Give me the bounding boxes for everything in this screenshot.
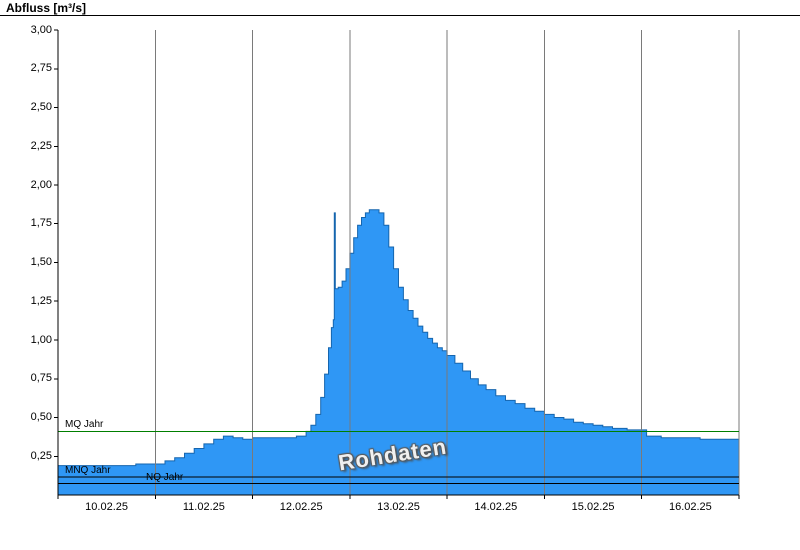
y-tick-label: 0,75 <box>30 372 52 385</box>
x-tick-label: 15.02.25 <box>571 501 615 513</box>
y-tick-label: 1,75 <box>30 217 52 230</box>
y-tick-label: 2,00 <box>30 178 52 191</box>
x-tick-label: 14.02.25 <box>474 501 518 513</box>
y-tick-label: 0,50 <box>30 411 52 423</box>
y-tick-label: 2,25 <box>30 139 52 152</box>
ref-label-mq-jahr: MQ Jahr <box>65 419 104 431</box>
ref-label-nq-jahr: NQ Jahr <box>146 472 184 484</box>
y-tick-label: 2,50 <box>30 101 52 113</box>
title-underline <box>0 15 800 16</box>
x-tick-label: 16.02.25 <box>668 501 712 513</box>
ref-label-mnq-jahr: MNQ Jahr <box>65 465 111 477</box>
y-tick-label: 1,25 <box>30 294 52 307</box>
y-tick-label: 1,00 <box>30 333 52 346</box>
y-tick-label: 0,25 <box>30 449 52 462</box>
y-tick-label: 3,00 <box>30 23 52 36</box>
chart-title: Abfluss [m³/s] <box>6 1 87 15</box>
x-tick-label: 12.02.25 <box>279 501 323 513</box>
y-tick-label: 1,50 <box>30 256 52 268</box>
discharge-area <box>58 209 739 496</box>
y-tick-label: 2,75 <box>30 62 52 75</box>
x-tick-label: 13.02.25 <box>377 501 420 513</box>
x-tick-label: 11.02.25 <box>182 501 225 513</box>
x-tick-label: 10.02.25 <box>85 501 128 513</box>
